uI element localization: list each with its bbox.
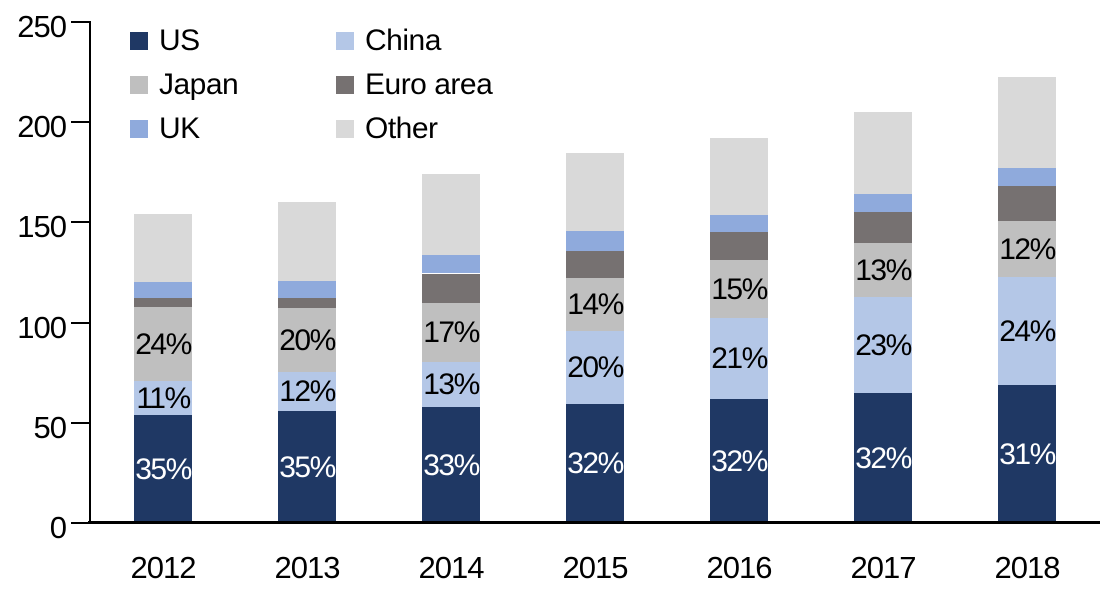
legend-swatch-us-icon: [130, 32, 148, 50]
legend-label-japan: Japan: [159, 68, 239, 101]
bar-segment-japan-2015: [566, 277, 624, 331]
y-tick-mark: [71, 421, 90, 424]
legend-swatch-euro-area-icon: [336, 76, 354, 94]
bar-segment-euro-area-2012: [134, 297, 192, 307]
bar-2018: 31% 24% 12%: [998, 0, 1056, 523]
legend-item-japan: Japan: [130, 70, 239, 100]
bar-segment-us-2015: [566, 403, 624, 523]
bar-segment-china-2014: [422, 361, 480, 407]
bar-segment-other-2014: [422, 174, 480, 256]
legend-item-china: China: [336, 26, 441, 56]
bar-segment-china-2018: [998, 276, 1056, 385]
bar-segment-euro-area-2015: [566, 251, 624, 278]
y-axis-line: [89, 21, 91, 523]
bar-segment-other-2017: [854, 112, 912, 195]
y-tick-label-150: 150: [17, 209, 67, 245]
legend-item-euro-area: Euro area: [336, 70, 493, 100]
legend-label-other: Other: [365, 112, 438, 145]
legend-label-us: US: [159, 24, 200, 57]
bar-segment-china-2017: [854, 296, 912, 393]
bar-segment-japan-2017: [854, 243, 912, 297]
legend-label-china: China: [365, 24, 441, 57]
bar-2017: 32% 23% 13%: [854, 0, 912, 523]
bar-segment-china-2015: [566, 330, 624, 404]
bar-segment-other-2016: [710, 138, 768, 216]
bar-segment-uk-2014: [422, 255, 480, 274]
x-axis-line: [88, 521, 1100, 524]
bar-segment-japan-2014: [422, 302, 480, 362]
bar-segment-japan-2016: [710, 260, 768, 318]
bar-segment-euro-area-2014: [422, 273, 480, 303]
y-tick-mark: [71, 522, 90, 524]
bar-2015: 32% 20% 14%: [566, 0, 624, 523]
legend-swatch-uk-icon: [130, 120, 148, 138]
bar-segment-other-2018: [998, 77, 1056, 169]
bar-segment-china-2012: [134, 380, 192, 415]
x-tick-label-2017: 2017: [850, 550, 917, 585]
y-tick-label-0: 0: [49, 510, 67, 545]
bar-segment-us-2018: [998, 384, 1056, 523]
bar-segment-euro-area-2017: [854, 212, 912, 244]
bar-segment-us-2016: [710, 398, 768, 523]
y-tick-mark: [71, 321, 90, 324]
x-tick-label-2016: 2016: [706, 550, 773, 585]
y-tick-label-250: 250: [17, 9, 67, 44]
bar-segment-china-2013: [278, 371, 336, 411]
bar-segment-euro-area-2018: [998, 186, 1056, 222]
bar-2016: 32% 21% 15%: [710, 0, 768, 523]
legend-item-uk: UK: [130, 114, 200, 144]
bar-segment-other-2015: [566, 153, 624, 232]
legend-item-us: US: [130, 26, 200, 56]
bar-segment-uk-2018: [998, 168, 1056, 187]
bar-segment-uk-2012: [134, 281, 192, 298]
bar-segment-us-2017: [854, 392, 912, 523]
y-tick-mark: [71, 121, 90, 124]
legend-swatch-other-icon: [336, 120, 354, 138]
bar-segment-uk-2013: [278, 280, 336, 298]
bar-segment-china-2016: [710, 317, 768, 399]
y-tick-mark: [71, 221, 90, 224]
bar-segment-other-2012: [134, 214, 192, 282]
bar-segment-uk-2017: [854, 194, 912, 213]
bar-2013: 35% 12% 20%: [278, 0, 336, 523]
bar-segment-us-2012: [134, 414, 192, 523]
legend-label-euro-area: Euro area: [365, 68, 493, 101]
y-tick-mark: [71, 21, 90, 23]
bar-segment-japan-2012: [134, 306, 192, 381]
x-tick-label-2012: 2012: [130, 550, 197, 585]
bar-segment-japan-2013: [278, 307, 336, 372]
legend-swatch-japan-icon: [130, 76, 148, 94]
x-tick-label-2013: 2013: [274, 550, 341, 585]
legend-item-other: Other: [336, 114, 438, 144]
bar-segment-us-2014: [422, 406, 480, 523]
x-tick-label-2015: 2015: [562, 550, 629, 585]
legend-swatch-china-icon: [336, 32, 354, 50]
x-tick-label-2014: 2014: [418, 550, 485, 585]
bar-segment-euro-area-2016: [710, 232, 768, 261]
legend-label-uk: UK: [159, 112, 200, 145]
x-tick-label-2018: 2018: [994, 550, 1061, 585]
bar-segment-uk-2015: [566, 231, 624, 252]
bar-segment-uk-2016: [710, 215, 768, 233]
bar-segment-japan-2018: [998, 221, 1056, 277]
y-tick-label-50: 50: [33, 409, 67, 445]
bar-segment-other-2013: [278, 202, 336, 281]
bar-segment-euro-area-2013: [278, 297, 336, 308]
y-tick-label-100: 100: [17, 309, 67, 345]
bar-segment-us-2013: [278, 410, 336, 523]
y-tick-label-200: 200: [17, 109, 67, 145]
